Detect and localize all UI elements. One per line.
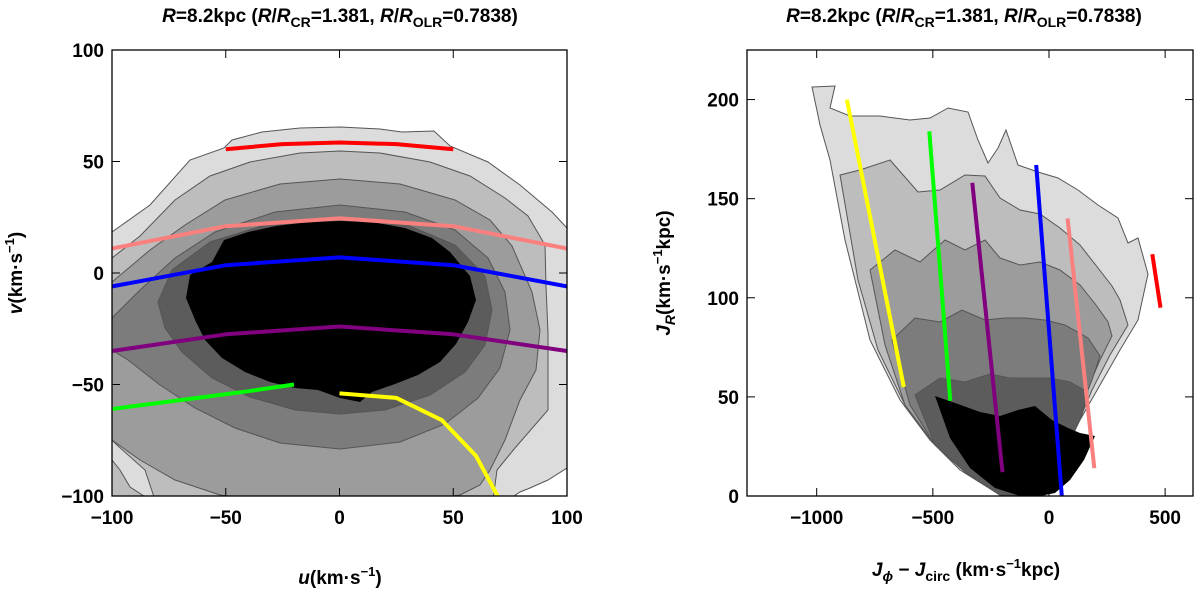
right-series-line-yellow bbox=[844, 99, 906, 388]
right-contour-region bbox=[747, 50, 1193, 496]
right-contour-level-6 bbox=[935, 396, 1095, 496]
left-chart: R=8.2kpc (R/RCR=1.381, R/ROLR=0.7838) −1… bbox=[2, 6, 583, 589]
left-series-line-yellow bbox=[339, 391, 500, 496]
left-y-tick-label: 100 bbox=[72, 41, 104, 62]
left-y-tick-label: 0 bbox=[93, 264, 104, 285]
left-y-axis-label: v(km·s−1) bbox=[2, 232, 27, 314]
right-chart-title: R=8.2kpc (R/RCR=1.381, R/ROLR=0.7838) bbox=[786, 6, 1142, 30]
left-series-line-blue bbox=[112, 255, 567, 289]
left-series-line-purple bbox=[112, 324, 567, 353]
right-series-line-blue bbox=[1034, 164, 1064, 496]
right-chart: R=8.2kpc (R/RCR=1.381, R/ROLR=0.7838) −1… bbox=[650, 6, 1194, 584]
right-series-line-red bbox=[1150, 253, 1163, 309]
left-x-axis-label: u(km·s−1) bbox=[298, 564, 381, 589]
left-x-tick-label: −50 bbox=[210, 508, 242, 529]
right-x-axis-label: Jϕ − Jcirc (km·s−1kpc) bbox=[872, 556, 1060, 584]
left-y-tick-label: −50 bbox=[72, 376, 104, 397]
right-y-tick-label: 50 bbox=[718, 388, 739, 409]
right-y-tick-label: 150 bbox=[707, 190, 739, 211]
right-x-tick-label: −1000 bbox=[790, 508, 843, 529]
left-contour-region bbox=[112, 50, 567, 496]
right-y-tick-label: 0 bbox=[728, 487, 739, 508]
right-plot-frame bbox=[746, 49, 1194, 497]
left-x-tick-label: 0 bbox=[334, 508, 345, 529]
right-series-line-green bbox=[927, 131, 953, 402]
right-y-tick-label: 200 bbox=[707, 91, 739, 112]
right-x-tick-label: 0 bbox=[1044, 508, 1055, 529]
left-chart-title: R=8.2kpc (R/RCR=1.381, R/ROLR=0.7838) bbox=[162, 6, 518, 30]
right-series-line-pink bbox=[1065, 218, 1097, 469]
left-y-tick-label: 50 bbox=[83, 153, 104, 174]
left-x-tick-label: 50 bbox=[443, 508, 464, 529]
left-x-tick-label: 100 bbox=[551, 508, 583, 529]
left-y-tick-label: −100 bbox=[61, 487, 104, 508]
right-y-axis-label: JR(km·s−1kpc) bbox=[650, 210, 678, 335]
left-series-line-green bbox=[112, 382, 295, 411]
right-series-line-purple bbox=[970, 182, 1005, 473]
right-x-tick-label: −500 bbox=[911, 508, 954, 529]
left-series-line-pink bbox=[112, 216, 567, 251]
left-contour-level-6 bbox=[186, 221, 476, 402]
left-series-line-red bbox=[225, 140, 454, 152]
right-y-tick-label: 100 bbox=[707, 289, 739, 310]
left-x-tick-label: −100 bbox=[91, 508, 134, 529]
right-x-tick-label: 500 bbox=[1149, 508, 1181, 529]
